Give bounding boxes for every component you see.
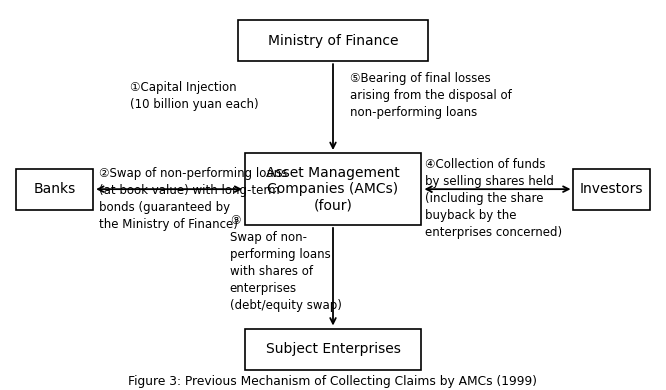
FancyBboxPatch shape: [16, 168, 93, 210]
Text: Asset Management
Companies (AMCs)
(four): Asset Management Companies (AMCs) (four): [266, 166, 400, 212]
Text: ②Swap of non-performing loans
(at book value) with long-term
bonds (guaranteed b: ②Swap of non-performing loans (at book v…: [99, 167, 287, 231]
Text: Investors: Investors: [579, 182, 643, 196]
Text: ④Collection of funds
by selling shares held
(including the share
buyback by the
: ④Collection of funds by selling shares h…: [425, 158, 562, 239]
Text: Subject Enterprises: Subject Enterprises: [266, 342, 400, 356]
Text: ③
Swap of non-
performing loans
with shares of
enterprises
(debt/equity swap): ③ Swap of non- performing loans with sha…: [230, 214, 342, 312]
Text: Ministry of Finance: Ministry of Finance: [268, 34, 398, 48]
Text: ⑤Bearing of final losses
arising from the disposal of
non-performing loans: ⑤Bearing of final losses arising from th…: [350, 72, 511, 119]
Text: ①Capital Injection
(10 billion yuan each): ①Capital Injection (10 billion yuan each…: [130, 81, 258, 110]
FancyBboxPatch shape: [238, 21, 428, 62]
FancyBboxPatch shape: [245, 153, 422, 225]
FancyBboxPatch shape: [573, 168, 650, 210]
Text: Figure 3: Previous Mechanism of Collecting Claims by AMCs (1999): Figure 3: Previous Mechanism of Collecti…: [129, 375, 537, 388]
FancyBboxPatch shape: [245, 328, 422, 370]
Text: Banks: Banks: [33, 182, 76, 196]
